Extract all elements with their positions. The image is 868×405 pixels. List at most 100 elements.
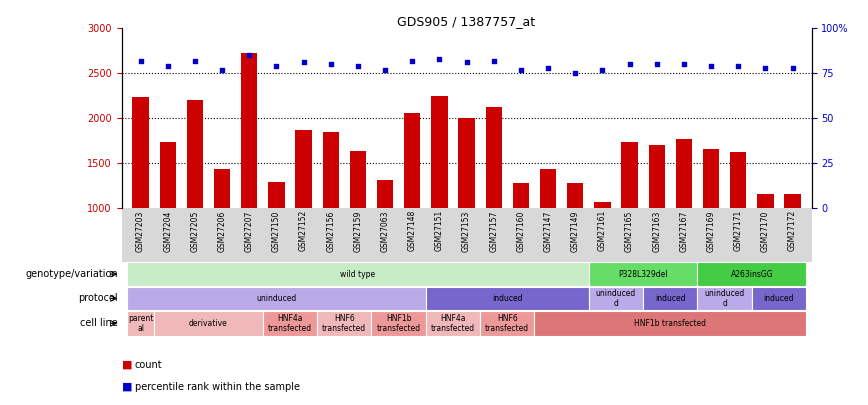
Bar xyxy=(567,183,583,297)
Bar xyxy=(323,132,339,297)
Point xyxy=(188,58,202,64)
Text: GSM27157: GSM27157 xyxy=(490,210,498,252)
Bar xyxy=(648,145,665,297)
Bar xyxy=(133,97,148,297)
Text: GSM27204: GSM27204 xyxy=(163,210,172,252)
Text: GSM27170: GSM27170 xyxy=(761,210,770,252)
Bar xyxy=(785,194,800,297)
Point xyxy=(351,63,365,69)
Text: induced: induced xyxy=(764,294,794,303)
Bar xyxy=(757,194,773,297)
Bar xyxy=(540,169,556,297)
Text: count: count xyxy=(135,360,162,369)
Point xyxy=(595,66,609,73)
Bar xyxy=(404,113,420,297)
Text: GSM27148: GSM27148 xyxy=(408,210,417,252)
Text: uninduced: uninduced xyxy=(256,294,297,303)
Text: GSM27063: GSM27063 xyxy=(380,210,390,252)
Text: induced: induced xyxy=(655,294,686,303)
Text: parent
al: parent al xyxy=(128,313,154,333)
Text: cell line: cell line xyxy=(81,318,118,328)
Bar xyxy=(621,142,638,297)
Point xyxy=(269,63,283,69)
Bar xyxy=(535,311,806,336)
Bar xyxy=(485,107,502,297)
Bar xyxy=(350,151,366,297)
Bar xyxy=(698,287,752,310)
Text: GSM27165: GSM27165 xyxy=(625,210,634,252)
Text: HNF6
transfected: HNF6 transfected xyxy=(322,313,366,333)
Text: HNF4a
transfected: HNF4a transfected xyxy=(431,313,475,333)
Text: ■: ■ xyxy=(122,360,132,369)
Bar xyxy=(187,100,203,297)
Point xyxy=(242,52,256,58)
Bar xyxy=(317,311,372,336)
Point xyxy=(569,70,582,77)
Point xyxy=(324,61,338,67)
Bar xyxy=(127,287,426,310)
Text: uninduced
d: uninduced d xyxy=(595,289,636,308)
Point xyxy=(677,61,691,67)
Text: genotype/variation: genotype/variation xyxy=(25,269,118,279)
Bar xyxy=(589,262,698,286)
Point xyxy=(297,59,311,66)
Text: protocol: protocol xyxy=(78,293,118,303)
Bar xyxy=(214,169,230,297)
Text: uninduced
d: uninduced d xyxy=(705,289,745,308)
Text: GSM27151: GSM27151 xyxy=(435,210,444,252)
Text: HNF1b transfected: HNF1b transfected xyxy=(635,319,707,328)
Point xyxy=(432,55,446,62)
Text: GSM27159: GSM27159 xyxy=(353,210,362,252)
Text: GSM27206: GSM27206 xyxy=(218,210,227,252)
Bar xyxy=(295,130,312,297)
Point xyxy=(622,61,636,67)
Bar xyxy=(377,180,393,297)
Text: percentile rank within the sample: percentile rank within the sample xyxy=(135,382,299,392)
Point xyxy=(215,66,229,73)
Text: GSM27172: GSM27172 xyxy=(788,210,797,252)
Bar xyxy=(703,149,720,297)
Bar xyxy=(595,202,610,297)
Text: HNF1b
transfected: HNF1b transfected xyxy=(377,313,421,333)
Text: GSM27207: GSM27207 xyxy=(245,210,253,252)
Point xyxy=(460,59,474,66)
Point xyxy=(378,66,392,73)
Point xyxy=(650,61,664,67)
Point xyxy=(786,64,799,71)
Bar xyxy=(480,311,535,336)
Text: GSM27163: GSM27163 xyxy=(652,210,661,252)
Bar xyxy=(730,152,746,297)
Text: GSM27150: GSM27150 xyxy=(272,210,281,252)
Text: GSM27169: GSM27169 xyxy=(707,210,715,252)
Text: HNF4a
transfected: HNF4a transfected xyxy=(268,313,312,333)
Bar xyxy=(241,53,257,297)
Bar xyxy=(698,262,806,286)
Text: HNF6
transfected: HNF6 transfected xyxy=(485,313,529,333)
Text: P328L329del: P328L329del xyxy=(618,270,667,279)
Text: GSM27161: GSM27161 xyxy=(598,210,607,252)
Bar xyxy=(589,287,643,310)
Text: wild type: wild type xyxy=(340,270,376,279)
Bar xyxy=(752,287,806,310)
Text: induced: induced xyxy=(492,294,523,303)
Bar xyxy=(676,139,692,297)
Point xyxy=(514,66,528,73)
Text: GSM27160: GSM27160 xyxy=(516,210,525,252)
Point xyxy=(759,64,773,71)
Point xyxy=(487,58,501,64)
Bar xyxy=(426,287,589,310)
Text: GSM27147: GSM27147 xyxy=(543,210,553,252)
Bar xyxy=(513,183,529,297)
Text: GSM27171: GSM27171 xyxy=(733,210,743,252)
Bar xyxy=(372,311,426,336)
Bar xyxy=(160,142,176,297)
Point xyxy=(161,63,174,69)
Bar xyxy=(458,118,475,297)
Bar xyxy=(127,311,155,336)
Point xyxy=(704,63,718,69)
Bar xyxy=(268,182,285,297)
Text: ■: ■ xyxy=(122,382,132,392)
Point xyxy=(541,64,555,71)
Bar xyxy=(431,96,448,297)
Bar xyxy=(426,311,480,336)
